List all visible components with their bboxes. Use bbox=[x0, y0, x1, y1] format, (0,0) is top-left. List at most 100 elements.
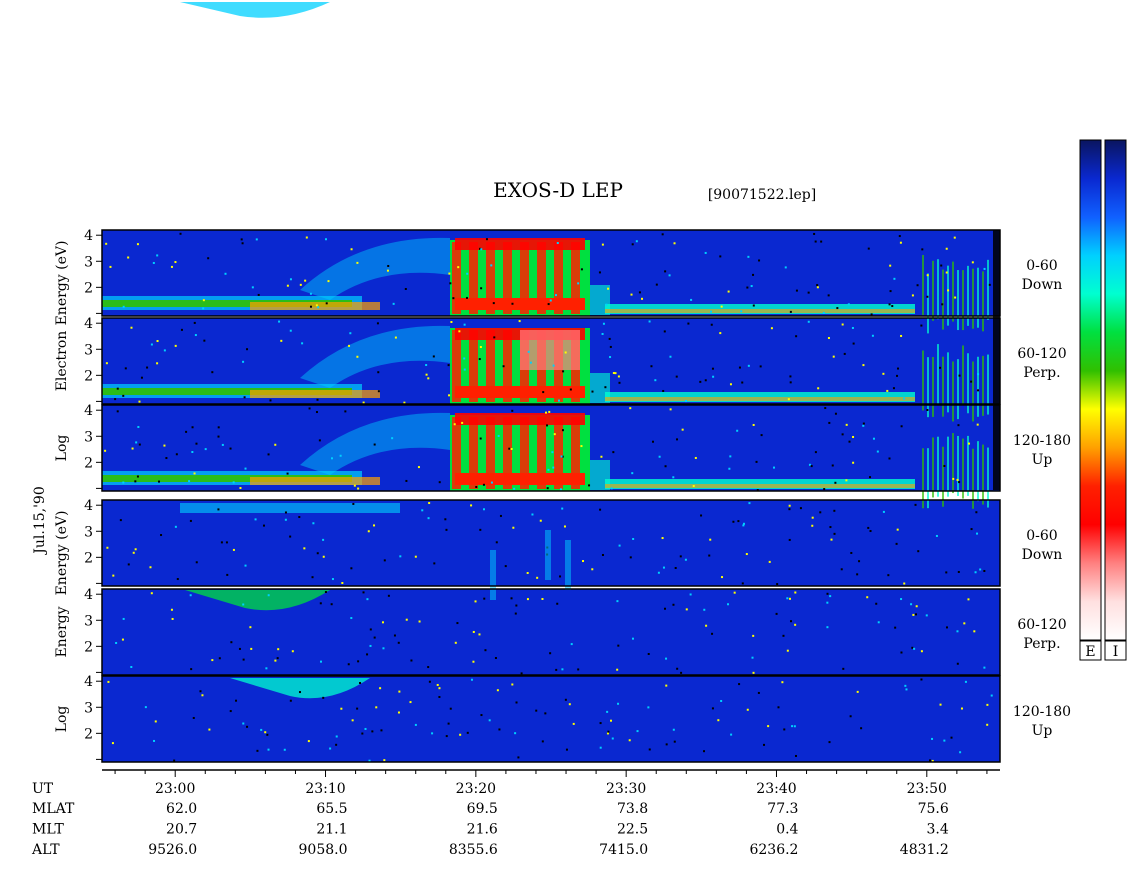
feature bbox=[255, 238, 258, 241]
feature bbox=[746, 286, 749, 289]
feature bbox=[638, 291, 641, 294]
feature bbox=[952, 261, 954, 322]
feature bbox=[494, 657, 497, 660]
feature bbox=[350, 567, 353, 570]
feature bbox=[414, 723, 417, 726]
feature bbox=[319, 602, 322, 605]
feature bbox=[318, 439, 321, 442]
feature bbox=[289, 535, 292, 538]
panel-frame bbox=[101, 499, 1001, 587]
feature bbox=[193, 321, 196, 324]
feature bbox=[897, 367, 900, 370]
feature bbox=[635, 240, 638, 243]
feature bbox=[520, 330, 580, 370]
feature bbox=[856, 573, 859, 576]
feature bbox=[720, 699, 723, 702]
feature bbox=[900, 334, 903, 337]
feature bbox=[308, 407, 311, 410]
feature bbox=[570, 643, 573, 646]
feature bbox=[599, 722, 602, 725]
feature bbox=[601, 553, 604, 556]
feature bbox=[405, 479, 408, 482]
feature bbox=[356, 707, 359, 710]
feature bbox=[537, 417, 546, 489]
feature bbox=[116, 410, 119, 413]
feature bbox=[311, 576, 314, 579]
feature bbox=[935, 534, 938, 537]
feature bbox=[794, 591, 797, 594]
feature bbox=[605, 484, 915, 488]
feature bbox=[640, 297, 643, 300]
feature bbox=[817, 387, 820, 390]
x-tick-label: 23:20 bbox=[456, 781, 496, 797]
feature bbox=[455, 386, 585, 398]
feature bbox=[833, 532, 836, 535]
panel-label: Up bbox=[1032, 723, 1053, 739]
feature bbox=[956, 630, 959, 633]
feature bbox=[565, 540, 571, 590]
feature bbox=[972, 448, 974, 509]
feature bbox=[391, 437, 394, 440]
feature bbox=[356, 261, 359, 264]
feature bbox=[106, 546, 109, 549]
ephemeris-value: 9058.0 bbox=[299, 842, 348, 858]
feature bbox=[289, 699, 292, 702]
feature bbox=[956, 662, 959, 665]
feature bbox=[244, 467, 247, 470]
feature bbox=[235, 699, 238, 702]
feature bbox=[545, 411, 548, 414]
feature bbox=[977, 373, 980, 376]
feature bbox=[492, 302, 495, 305]
feature bbox=[218, 657, 221, 660]
feature bbox=[927, 273, 929, 334]
feature bbox=[286, 472, 289, 475]
feature bbox=[377, 390, 380, 393]
feature bbox=[673, 242, 676, 245]
feature bbox=[898, 235, 901, 238]
feature bbox=[913, 647, 916, 650]
y-axis-label: Energy bbox=[54, 606, 70, 657]
feature bbox=[547, 303, 550, 306]
feature bbox=[217, 426, 220, 429]
feature bbox=[225, 541, 228, 544]
feature bbox=[793, 725, 796, 728]
feature bbox=[932, 356, 934, 417]
feature bbox=[977, 441, 979, 502]
feature bbox=[654, 379, 657, 382]
feature bbox=[131, 447, 134, 450]
feature bbox=[160, 534, 163, 537]
feature bbox=[964, 680, 967, 683]
feature bbox=[840, 568, 843, 571]
colorbar bbox=[1104, 139, 1127, 641]
feature bbox=[947, 352, 949, 413]
feature bbox=[807, 320, 810, 323]
feature bbox=[486, 242, 495, 314]
feature bbox=[786, 649, 789, 652]
feature bbox=[474, 600, 477, 603]
feature bbox=[298, 691, 301, 694]
feature bbox=[251, 286, 254, 289]
feature bbox=[479, 346, 482, 349]
feature bbox=[557, 399, 560, 402]
feature bbox=[455, 238, 585, 250]
feature bbox=[788, 508, 791, 511]
feature bbox=[490, 264, 493, 267]
feature bbox=[469, 330, 478, 402]
feature bbox=[795, 289, 798, 292]
feature bbox=[518, 320, 521, 323]
feature bbox=[618, 381, 621, 384]
y-tick-label: 4 bbox=[84, 316, 93, 332]
feature bbox=[598, 271, 601, 274]
feature bbox=[675, 375, 678, 378]
feature bbox=[899, 241, 902, 244]
colorbar bbox=[1079, 139, 1102, 641]
feature bbox=[657, 571, 660, 574]
feature bbox=[541, 598, 544, 601]
feature bbox=[795, 335, 798, 338]
feature bbox=[851, 326, 854, 329]
feature bbox=[941, 303, 944, 306]
feature bbox=[526, 571, 529, 574]
feature bbox=[786, 597, 789, 600]
feature bbox=[324, 238, 327, 241]
feature bbox=[789, 375, 792, 378]
